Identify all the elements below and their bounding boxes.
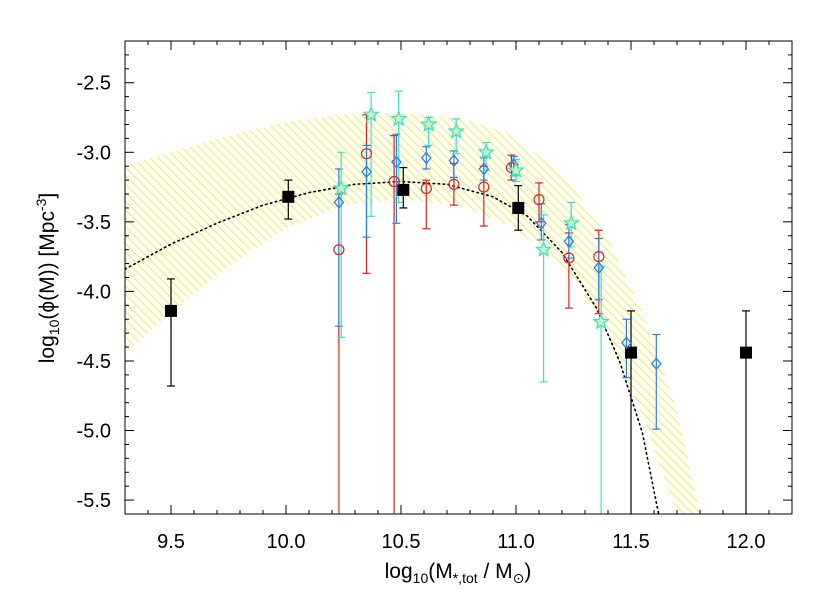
data-point-star-7: [534, 240, 553, 258]
x-axis-label-mid: (M: [428, 560, 453, 583]
data-point-square-2: [397, 183, 410, 196]
data-point-square-1: [282, 190, 295, 203]
data-point-diamond-7: [535, 216, 547, 230]
y-tick-label-0: -5.5: [77, 490, 111, 512]
data-point-star-2: [390, 109, 408, 127]
x-axis-label-sub2: *,tot: [453, 570, 478, 586]
x-tick-label-4: 11.5: [612, 531, 649, 553]
data-point-star-1: [362, 105, 380, 123]
axis-ticks: 9.5 10.0 10.5 11.0 11.5 12.0 -5.5 -5.0 -4.5 -4.0 -…: [77, 40, 793, 553]
data-point-diamond-1: [361, 165, 372, 179]
y-tick-label-3: -4.0: [77, 281, 111, 303]
data-point-star-6: [507, 161, 525, 178]
x-tick-label-2: 10.5: [382, 531, 421, 553]
data-point-diamond-9: [593, 261, 605, 275]
data-point-square-0: [165, 304, 177, 317]
data-point-circle-1: [360, 148, 373, 160]
x-axis-label-sym: ⊙: [513, 570, 525, 586]
data-point-star-5: [477, 143, 495, 160]
y-axis-label-pre: log: [36, 335, 59, 363]
y-axis-label-sub1: 10: [46, 319, 62, 335]
hatched-band-layer: [125, 113, 700, 514]
data-point-circle-7: [533, 193, 545, 206]
data-point-square-4: [625, 346, 637, 359]
data-point-diamond-5: [478, 162, 490, 176]
y-axis-label-mid: (ϕ(M)) [Mpc: [36, 211, 59, 320]
x-axis-label: log10(M*,tot / M⊙): [385, 560, 532, 586]
data-point-circle-5: [478, 181, 490, 193]
y-axis-label-sup: -3: [33, 198, 49, 211]
data-point-circle-4: [448, 178, 460, 190]
data-point-circle-2: [388, 175, 400, 188]
fit-curve-dotted: [125, 180, 660, 514]
data-point-diamond-10: [621, 336, 632, 350]
y-axis-label: log10(ϕ(M)) [Mpc-3]: [33, 193, 62, 363]
data-point-square-3: [512, 201, 525, 214]
data-point-diamond-4: [448, 154, 460, 168]
data-point-star-8: [562, 214, 580, 231]
x-axis-label-end: ): [524, 560, 531, 583]
data-point-star-4: [447, 122, 465, 139]
data-point-circle-0: [333, 244, 345, 256]
x-tick-label-5: 12.0: [727, 531, 766, 553]
x-tick-label-0: 9.5: [157, 531, 185, 553]
plot-frame: [124, 40, 793, 515]
x-tick-label-3: 11.0: [497, 531, 534, 553]
hatched-uncertainty-band: [125, 113, 700, 514]
fit-curve-layer: [125, 180, 660, 514]
y-axis-label-end: ]: [36, 193, 59, 199]
data-point-circle-3: [420, 182, 432, 195]
marker-layer: [165, 105, 752, 371]
data-point-star-0: [332, 179, 350, 196]
data-point-diamond-3: [420, 151, 432, 165]
data-point-circle-8: [563, 252, 575, 264]
data-point-diamond-11: [650, 357, 662, 371]
x-axis-label-sub1: 10: [413, 570, 429, 586]
data-point-diamond-2: [391, 155, 402, 169]
data-point-star-3: [419, 115, 438, 132]
x-tick-label-1: 10.0: [267, 531, 306, 553]
data-point-star-9: [592, 312, 610, 330]
y-tick-label-6: -2.5: [77, 73, 111, 95]
y-tick-label-5: -3.0: [77, 142, 111, 164]
data-point-square-5: [740, 346, 752, 359]
y-tick-label-4: -3.5: [77, 212, 111, 234]
y-tick-label-1: -5.0: [77, 421, 111, 443]
data-point-diamond-0: [333, 195, 345, 209]
y-tick-label-2: -4.5: [77, 351, 111, 373]
data-point-diamond-8: [563, 234, 575, 248]
x-axis-label-pre: log: [385, 560, 413, 583]
x-axis-label-post: / M: [478, 560, 513, 583]
